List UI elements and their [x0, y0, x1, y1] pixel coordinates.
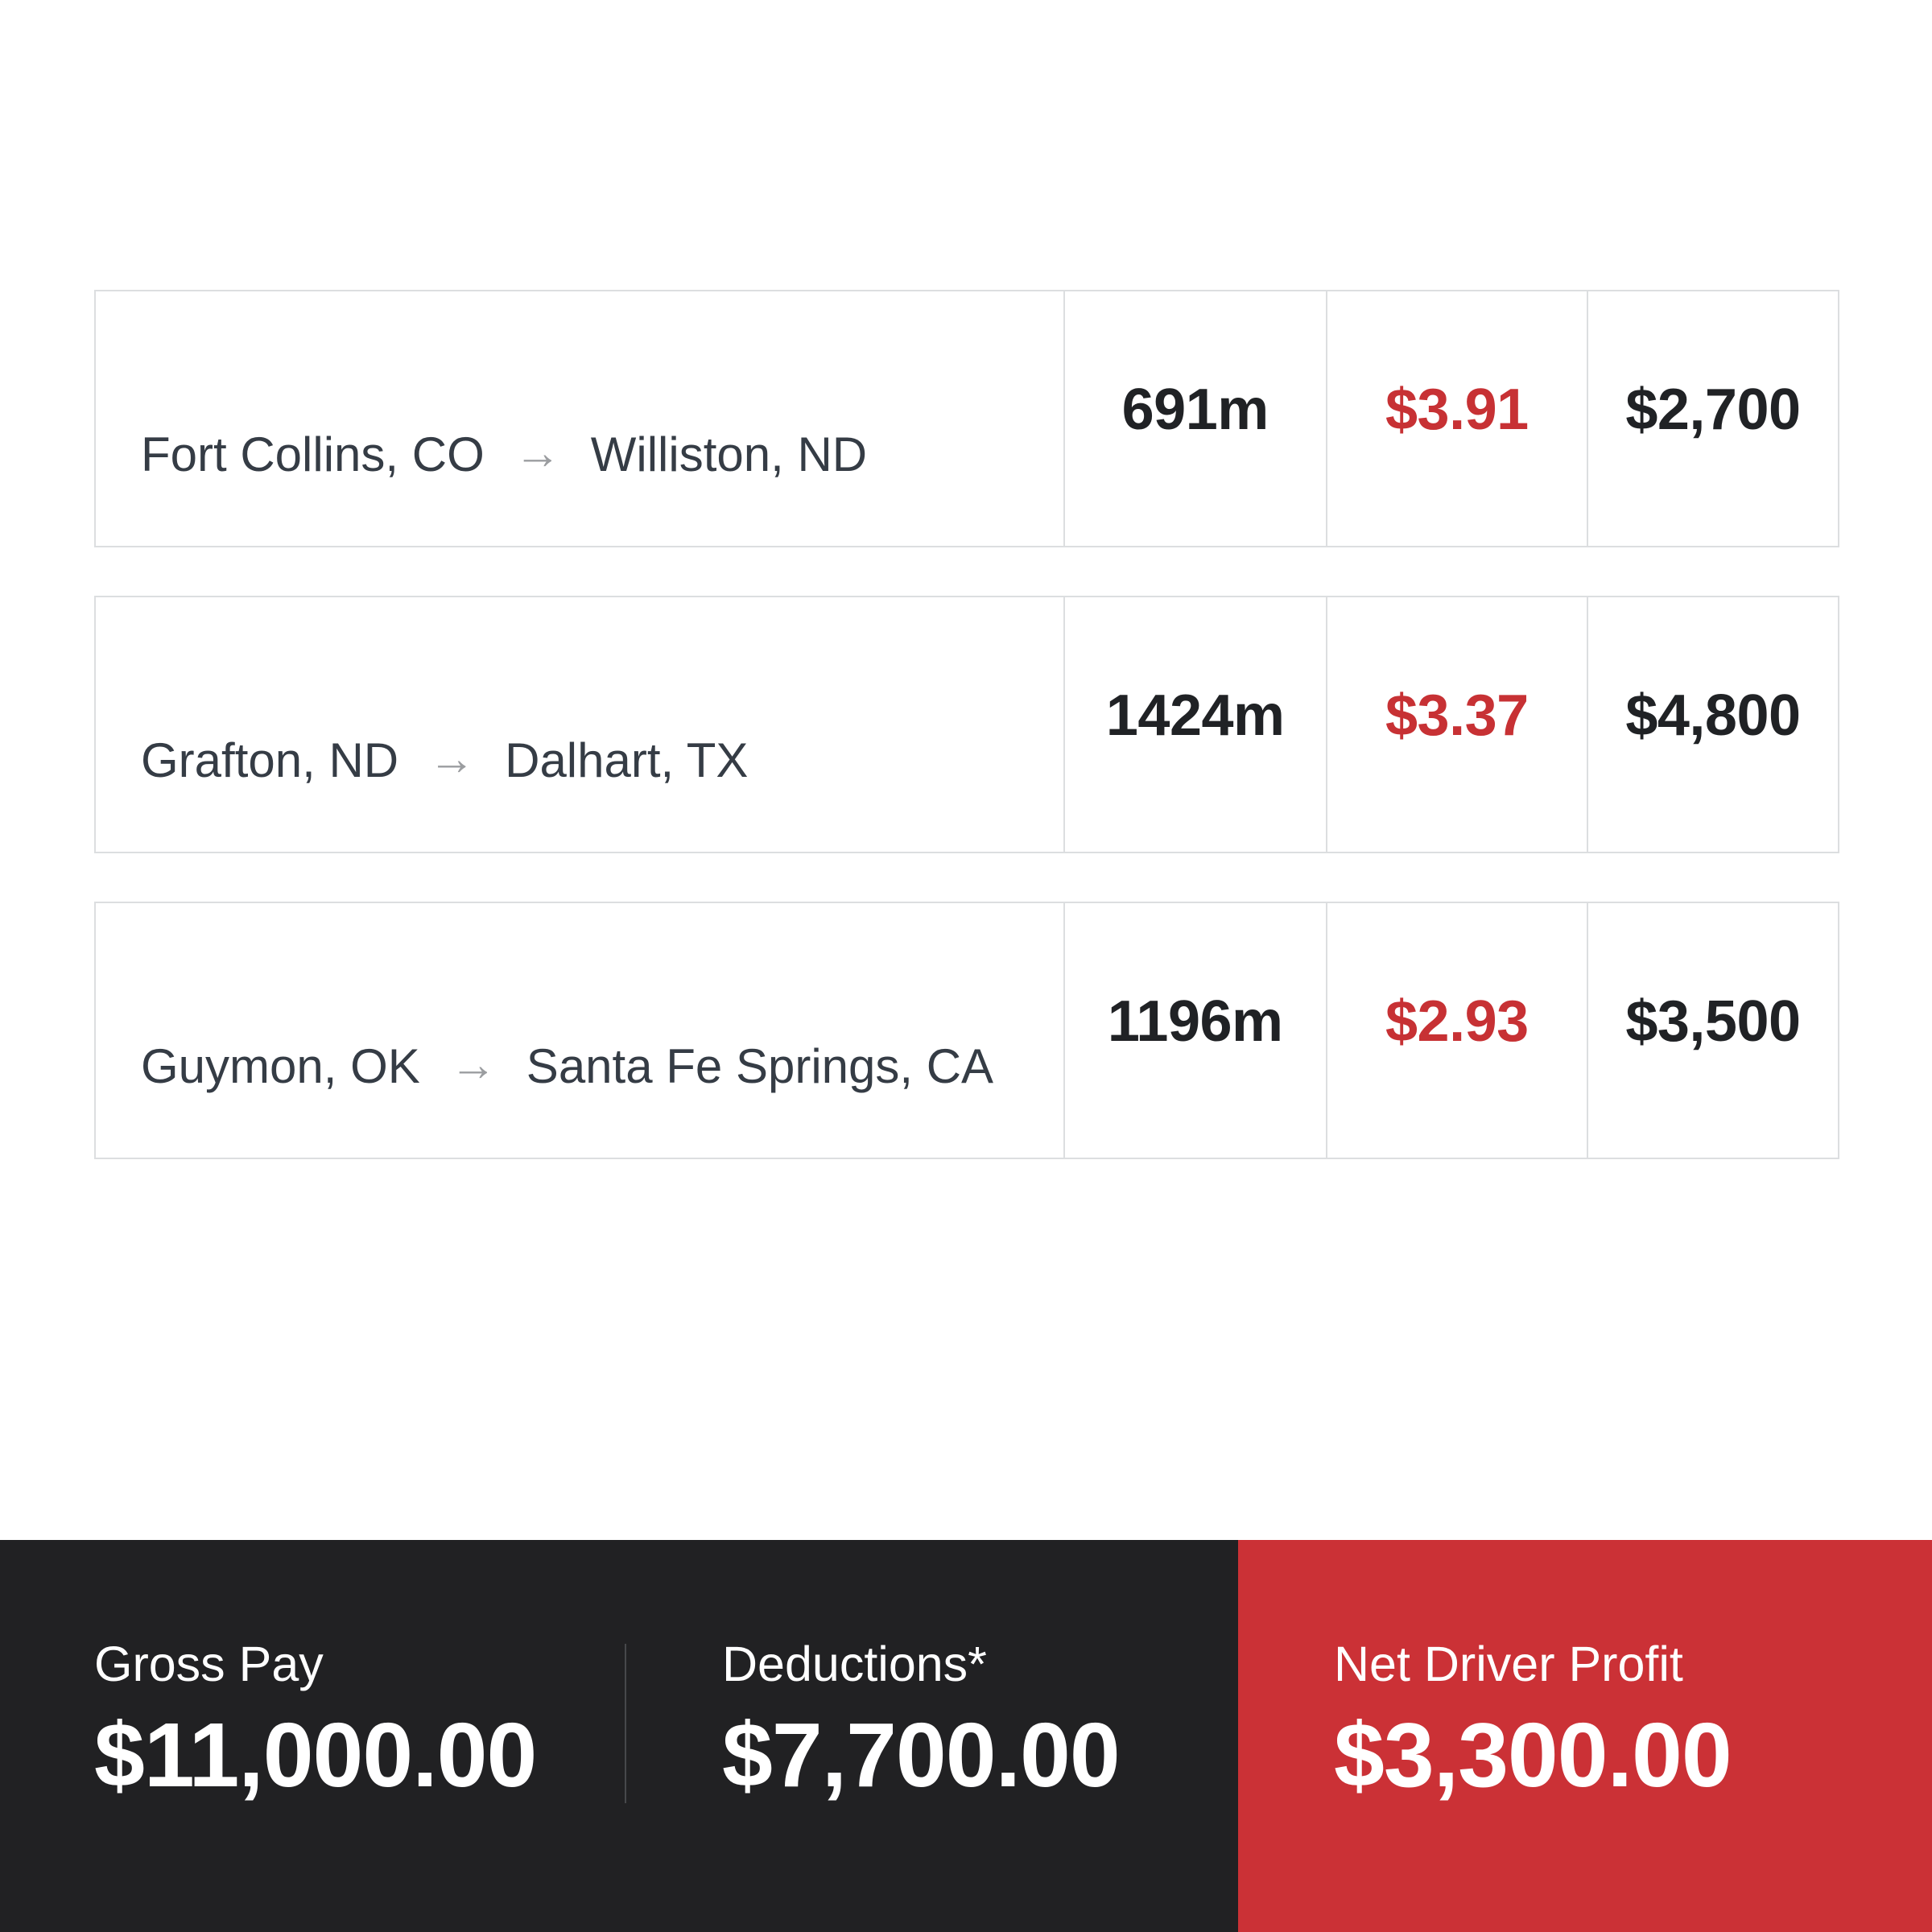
pay-cell: $4,800 — [1586, 597, 1838, 852]
pay-cell: $3,500 — [1586, 903, 1838, 1158]
route-origin: Grafton, ND — [141, 733, 399, 787]
net-profit-panel: Net Driver Profit $3,300.00 — [1238, 1540, 1932, 1932]
pay-value: $3,500 — [1625, 989, 1801, 1054]
load-row[interactable]: Fort Collins, CO → Williston, ND 691m $3… — [94, 290, 1839, 547]
route-destination: Williston, ND — [590, 427, 868, 481]
arrow-right-icon: → — [449, 1038, 497, 1091]
route-destination: Dalhart, TX — [505, 733, 749, 787]
load-row[interactable]: Grafton, ND → Dalhart, TX 1424m $3.37 $4… — [94, 596, 1839, 853]
miles-value: 1424m — [1105, 683, 1285, 748]
miles-value: 691m — [1121, 378, 1269, 442]
miles-value: 1196m — [1107, 989, 1283, 1054]
footer-divider — [625, 1644, 626, 1803]
gross-pay-label: Gross Pay — [94, 1637, 324, 1691]
rate-cell: $3.37 — [1325, 597, 1587, 852]
deductions-label: Deductions* — [722, 1637, 987, 1691]
gross-pay-stat: Gross Pay $11,000.00 — [0, 1540, 625, 1932]
pay-cell: $2,700 — [1586, 291, 1838, 546]
route-cell: Guymon, OK → Santa Fe Springs, CA — [96, 903, 1063, 1158]
rate-per-mile-value: $2.93 — [1385, 989, 1529, 1054]
arrow-right-icon: → — [428, 732, 476, 785]
arrow-right-icon: → — [514, 426, 561, 479]
summary-footer: Gross Pay $11,000.00 Deductions* $7,700.… — [0, 1540, 1932, 1932]
rate-cell: $3.91 — [1325, 291, 1587, 546]
net-profit-stat: Net Driver Profit $3,300.00 — [1238, 1540, 1932, 1812]
route-origin: Guymon, OK — [141, 1038, 420, 1093]
miles-cell: 1196m — [1063, 903, 1326, 1158]
route-origin: Fort Collins, CO — [141, 427, 485, 481]
pay-value: $4,800 — [1625, 683, 1801, 748]
miles-cell: 691m — [1063, 291, 1326, 546]
rate-per-mile-value: $3.37 — [1385, 683, 1529, 748]
net-profit-value: $3,300.00 — [1334, 1704, 1732, 1806]
pay-value: $2,700 — [1625, 378, 1801, 442]
net-profit-label: Net Driver Profit — [1334, 1637, 1683, 1691]
deductions-value: $7,700.00 — [722, 1704, 1121, 1806]
summary-footer-dark-panel: Gross Pay $11,000.00 Deductions* $7,700.… — [0, 1540, 1238, 1932]
route-cell: Fort Collins, CO → Williston, ND — [96, 291, 1063, 546]
deductions-stat: Deductions* $7,700.00 — [625, 1540, 1238, 1932]
rate-cell: $2.93 — [1325, 903, 1587, 1158]
rate-per-mile-value: $3.91 — [1385, 378, 1529, 442]
route-destination: Santa Fe Springs, CA — [526, 1038, 994, 1093]
gross-pay-value: $11,000.00 — [94, 1704, 537, 1806]
load-row[interactable]: Guymon, OK → Santa Fe Springs, CA 1196m … — [94, 902, 1839, 1159]
miles-cell: 1424m — [1063, 597, 1326, 852]
load-list: Fort Collins, CO → Williston, ND 691m $3… — [94, 290, 1839, 1159]
route-cell: Grafton, ND → Dalhart, TX — [96, 597, 1063, 852]
